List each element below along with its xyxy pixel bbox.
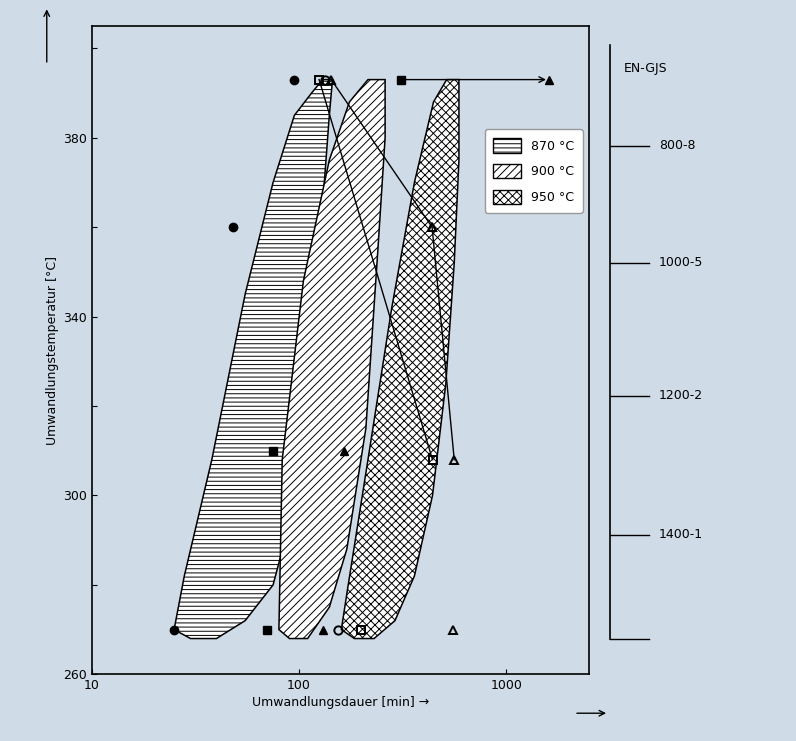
Text: 1400-1: 1400-1 <box>659 528 703 542</box>
Legend: 870 °C, 900 °C, 950 °C: 870 °C, 900 °C, 950 °C <box>485 130 583 213</box>
Polygon shape <box>279 79 385 639</box>
Text: EN-GJS: EN-GJS <box>624 62 668 75</box>
Polygon shape <box>341 79 459 639</box>
Text: 1000-5: 1000-5 <box>659 256 704 269</box>
Text: 1200-2: 1200-2 <box>659 389 703 402</box>
Text: 800-8: 800-8 <box>659 139 696 153</box>
X-axis label: Umwandlungsdauer [min] →: Umwandlungsdauer [min] → <box>252 697 429 709</box>
Y-axis label: Umwandlungstemperatur [°C]: Umwandlungstemperatur [°C] <box>45 256 59 445</box>
Polygon shape <box>174 79 333 639</box>
